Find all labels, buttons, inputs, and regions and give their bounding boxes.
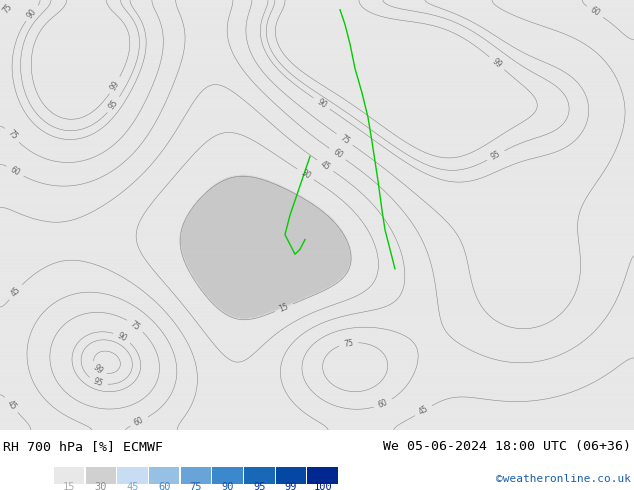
Text: 45: 45 xyxy=(9,285,22,299)
Text: 60: 60 xyxy=(331,147,344,161)
Text: 45: 45 xyxy=(126,482,139,490)
Text: 60: 60 xyxy=(158,482,171,490)
Bar xyxy=(181,467,211,484)
Bar xyxy=(244,467,275,484)
Text: 75: 75 xyxy=(1,2,15,16)
Bar xyxy=(212,467,243,484)
Text: 60: 60 xyxy=(133,416,146,428)
Text: 99: 99 xyxy=(285,482,297,490)
Text: 95: 95 xyxy=(92,376,105,388)
Text: 99: 99 xyxy=(108,79,121,92)
Text: 75: 75 xyxy=(338,133,351,146)
Text: 15: 15 xyxy=(278,302,290,314)
Text: 95: 95 xyxy=(107,98,120,111)
Text: 60: 60 xyxy=(588,5,602,18)
Text: 75: 75 xyxy=(343,338,354,348)
Text: 15: 15 xyxy=(63,482,75,490)
Text: 99: 99 xyxy=(91,363,105,376)
Text: We 05-06-2024 18:00 UTC (06+36): We 05-06-2024 18:00 UTC (06+36) xyxy=(383,441,631,453)
Text: 90: 90 xyxy=(116,331,129,343)
Text: 100: 100 xyxy=(313,482,332,490)
Bar xyxy=(307,467,338,484)
Text: 90: 90 xyxy=(315,97,328,110)
Text: 60: 60 xyxy=(8,165,22,177)
Text: 95: 95 xyxy=(489,149,502,162)
Text: 75: 75 xyxy=(6,128,18,142)
Text: 90: 90 xyxy=(25,7,39,20)
Bar xyxy=(86,467,116,484)
Text: 75: 75 xyxy=(190,482,202,490)
Text: 30: 30 xyxy=(299,168,312,181)
Text: RH 700 hPa [%] ECMWF: RH 700 hPa [%] ECMWF xyxy=(3,441,163,453)
Text: 90: 90 xyxy=(221,482,234,490)
Text: 30: 30 xyxy=(94,482,107,490)
Text: 95: 95 xyxy=(253,482,266,490)
Text: ©weatheronline.co.uk: ©weatheronline.co.uk xyxy=(496,474,631,484)
Bar xyxy=(54,467,84,484)
Text: 99: 99 xyxy=(490,57,503,70)
Text: 60: 60 xyxy=(377,398,389,410)
Bar xyxy=(117,467,148,484)
Bar xyxy=(149,467,179,484)
Text: 45: 45 xyxy=(5,398,18,412)
Text: 75: 75 xyxy=(129,319,142,332)
Text: 45: 45 xyxy=(417,404,430,417)
Bar xyxy=(276,467,306,484)
Text: 45: 45 xyxy=(319,159,332,172)
